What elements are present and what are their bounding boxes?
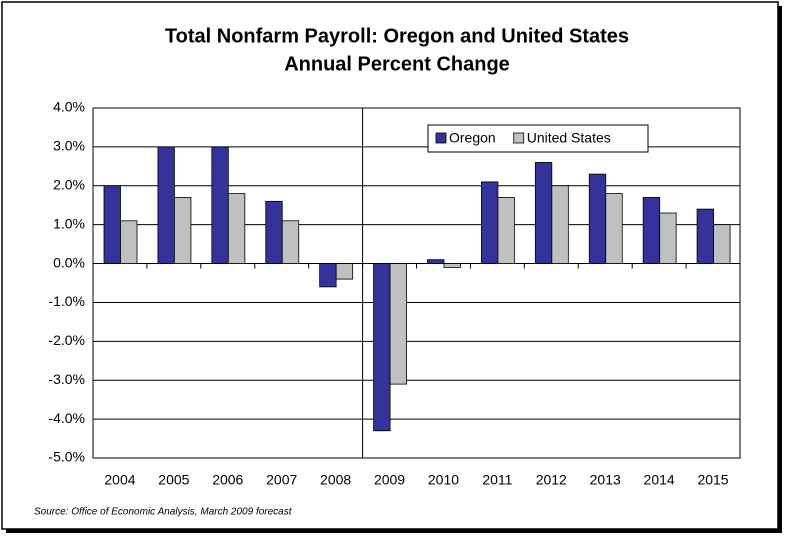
legend-label: United States (527, 130, 611, 146)
x-tick-label: 2012 (536, 472, 567, 488)
y-tick-label: 4.0% (53, 99, 85, 115)
bar (551, 185, 569, 264)
y-tick-label: -4.0% (48, 410, 85, 426)
chart-subtitle: Annual Percent Change (284, 53, 510, 75)
bar (265, 200, 283, 264)
bar (174, 197, 192, 264)
x-tick-label: 2014 (644, 472, 675, 488)
bar (227, 193, 246, 264)
y-tick-label: 0.0% (53, 254, 85, 270)
y-tick-label: -3.0% (48, 371, 85, 387)
bar (389, 263, 407, 385)
plot-border (92, 107, 741, 459)
bar (211, 146, 229, 264)
x-tick-label: 2015 (697, 472, 728, 488)
legend-label: Oregon (449, 130, 496, 146)
x-tick-label: 2008 (320, 472, 351, 488)
bar (157, 146, 175, 264)
bar (642, 197, 661, 264)
bar (281, 220, 300, 264)
bar (696, 208, 714, 264)
x-tick-label: 2004 (104, 472, 135, 488)
legend-swatch (513, 132, 525, 144)
y-tick-label: -2.0% (48, 332, 85, 348)
bar (534, 162, 553, 264)
bar (373, 263, 391, 432)
source-note: Source: Office of Economic Analysis, Mar… (34, 507, 293, 518)
x-tick-label: 2010 (428, 472, 459, 488)
legend-swatch (435, 132, 447, 144)
x-tick-label: 2005 (158, 472, 189, 488)
x-tick-label: 2009 (374, 472, 405, 488)
x-tick-label: 2013 (590, 472, 621, 488)
x-tick-label: 2007 (266, 472, 297, 488)
bar (713, 224, 731, 264)
y-tick-label: 3.0% (53, 138, 85, 154)
bar (659, 212, 677, 264)
bar (427, 259, 445, 264)
y-tick-label: -1.0% (48, 293, 85, 309)
y-tick-label: 2.0% (53, 176, 85, 192)
y-tick-label: 1.0% (53, 215, 85, 231)
bar (497, 197, 515, 264)
bar (319, 263, 337, 288)
bar (605, 193, 623, 264)
chart-title: Total Nonfarm Payroll: Oregon and United… (165, 25, 629, 47)
x-tick-label: 2011 (482, 472, 512, 488)
x-tick-label: 2006 (212, 472, 243, 488)
bar (103, 185, 121, 264)
bar (443, 263, 461, 268)
bar (335, 263, 354, 280)
bar (588, 173, 607, 264)
bar (120, 220, 138, 264)
y-tick-label: -5.0% (48, 449, 85, 465)
bar (481, 181, 499, 264)
legend-box (427, 124, 649, 153)
